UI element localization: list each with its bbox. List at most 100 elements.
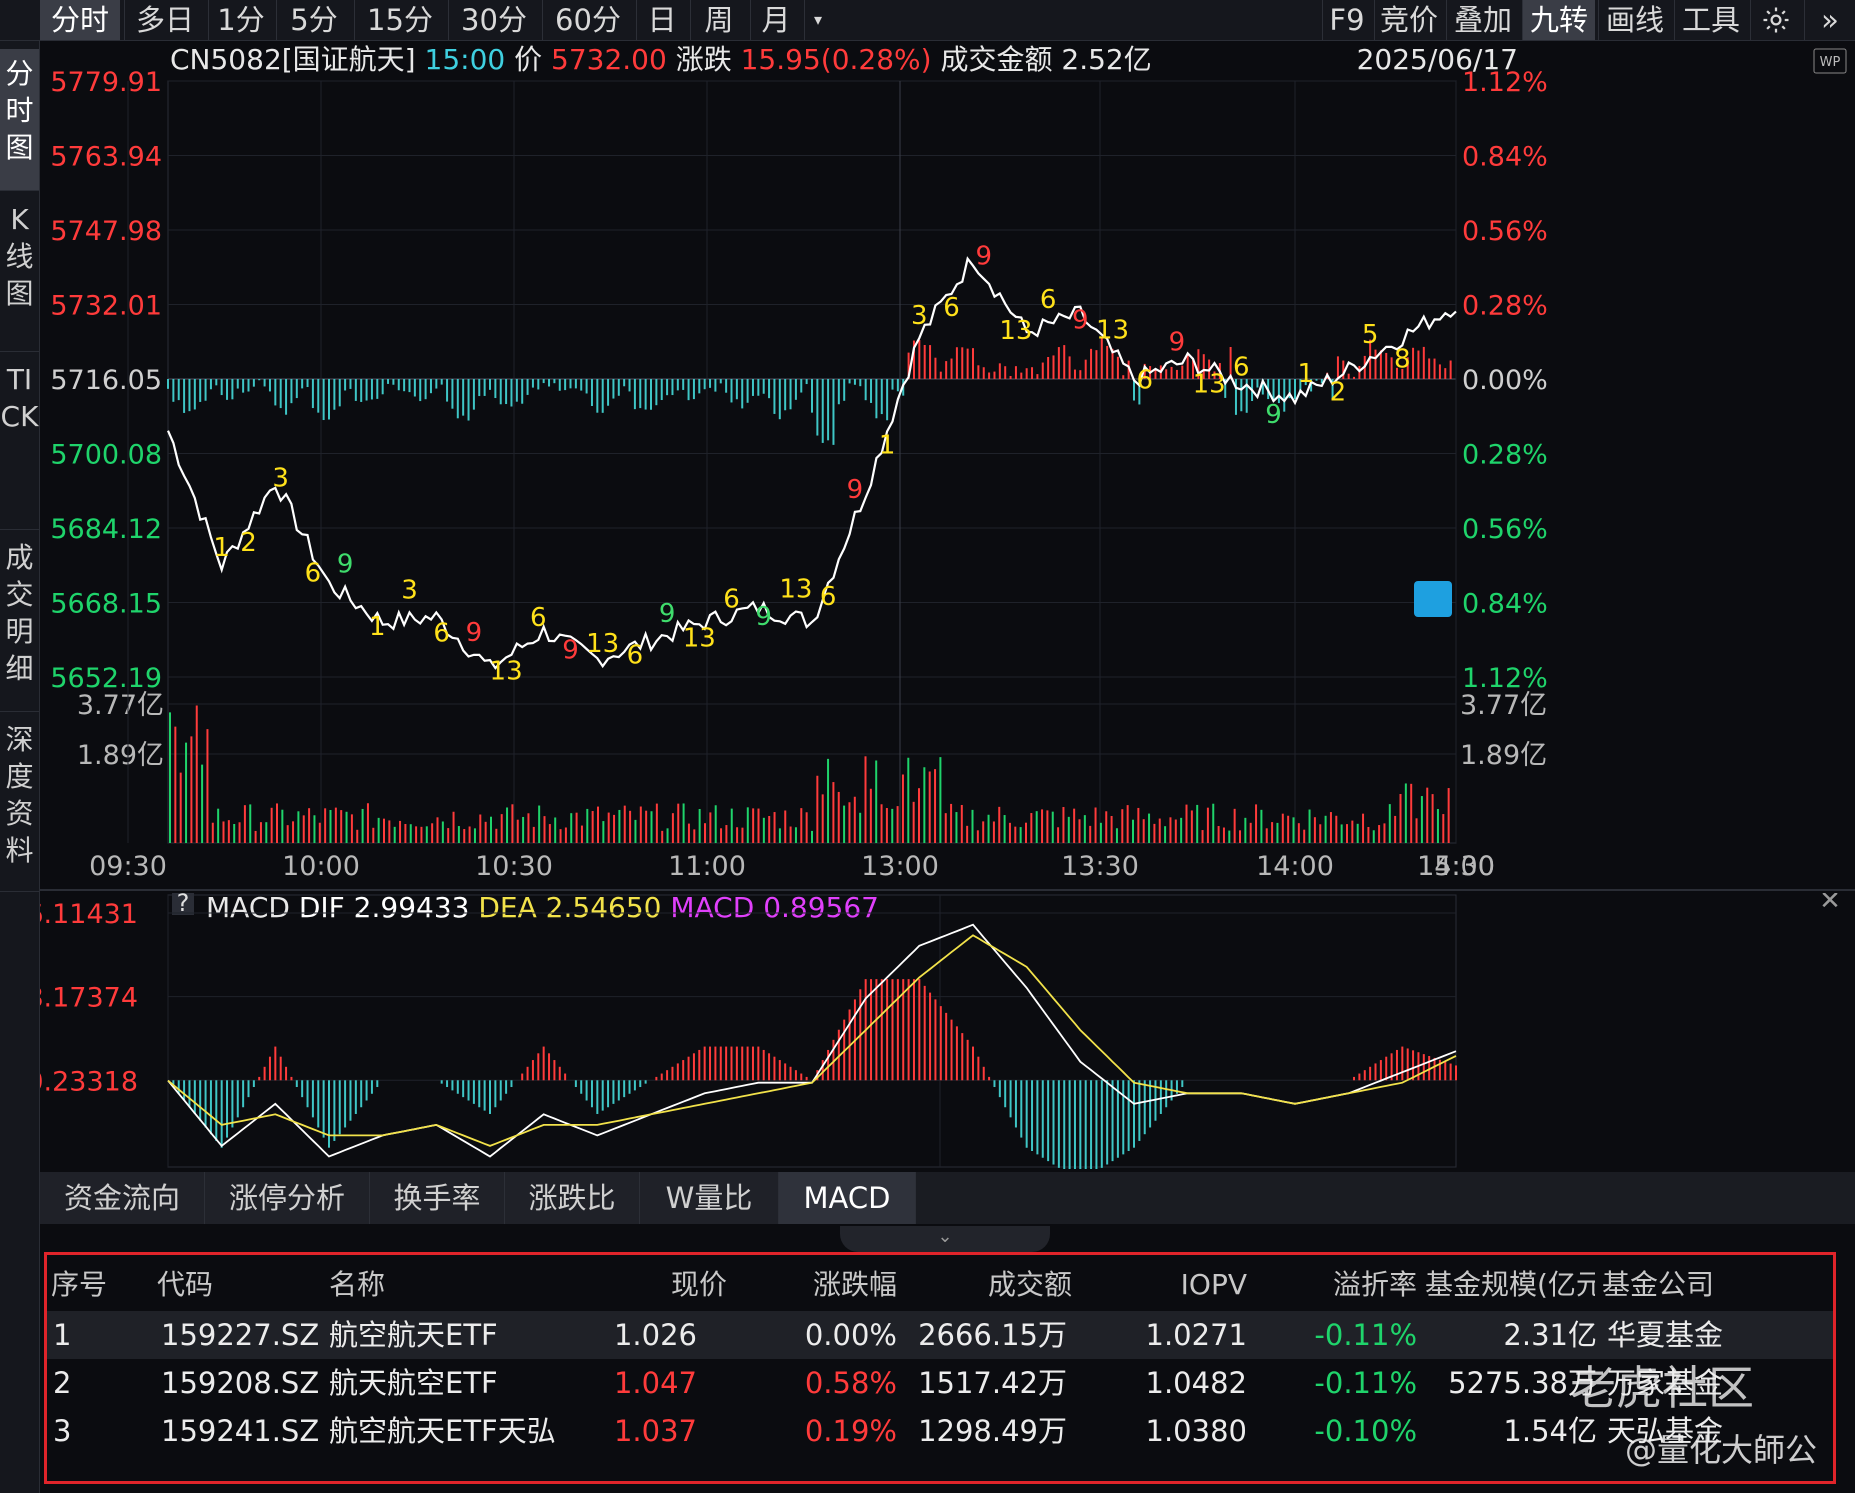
overlay-button[interactable]: 叠加 <box>1446 0 1519 40</box>
period-tab-month[interactable]: 月 <box>750 0 801 40</box>
sidebar-item-kline-chart[interactable]: K线图 <box>0 193 39 352</box>
cell-fund-size: 2.31亿 <box>1503 1318 1597 1352</box>
sidebar-item-depth-info[interactable]: 深度资料 <box>0 713 39 892</box>
col-header-no[interactable]: 序号 <box>51 1268 108 1301</box>
auction-button[interactable]: 竞价 <box>1374 0 1443 40</box>
macd-chart[interactable]: ? MACD DIF 2.99433 DEA 2.54650 MACD 0.895… <box>40 893 1855 1169</box>
draw-line-button[interactable]: 画线 <box>1598 0 1671 40</box>
cell-fund-company: 天弘基金 <box>1607 1414 1724 1448</box>
volume-tick-label: 1.89亿 <box>1460 740 1547 771</box>
price-tick-label: 5779.91 <box>50 67 162 98</box>
quote-header-part-3: 5732.00 <box>551 43 676 76</box>
period-tab-intraday[interactable]: 分时 <box>40 0 120 40</box>
cell-amount: 2666.15万 <box>918 1318 1067 1352</box>
cell-price: 1.037 <box>613 1414 697 1448</box>
macd-tick-label: 8.17374 <box>40 983 138 1014</box>
sidebar-item-trade-details[interactable]: 成交明细 <box>0 531 39 712</box>
col-header-change[interactable]: 涨跌幅 <box>812 1268 897 1301</box>
col-header-code[interactable]: 代码 <box>157 1268 214 1301</box>
table-row[interactable]: 3 159241.SZ 航空航天ETF天弘 1.037 0.19% 1298.4… <box>47 1407 1833 1455</box>
nine-turn-label: 13 <box>586 629 619 659</box>
col-header-iopv[interactable]: IOPV <box>1180 1268 1247 1301</box>
wp-icon-label: WP <box>1820 55 1841 70</box>
pct-tick-label: 0.28% <box>1462 291 1548 322</box>
time-tick-label: 14:30 <box>1417 851 1495 882</box>
cell-price: 1.047 <box>613 1366 697 1400</box>
nine-turn-label: 9 <box>1072 306 1089 336</box>
settings-gear-icon[interactable] <box>1750 0 1801 40</box>
price-tick-label: 5732.01 <box>50 291 162 322</box>
period-tab-1min[interactable]: 1分 <box>208 0 273 40</box>
tab-capital-flow[interactable]: 资金流向 <box>40 1172 205 1224</box>
period-tab-multiday[interactable]: 多日 <box>124 0 205 40</box>
quote-header-part-2: 价 <box>514 43 551 76</box>
plot-frame <box>167 80 1457 844</box>
period-tab-day[interactable]: 日 <box>636 0 687 40</box>
macd-close-icon: ✕ <box>1819 893 1841 916</box>
nine-turn-label: 6 <box>1136 366 1153 396</box>
col-header-name[interactable]: 名称 <box>329 1268 386 1301</box>
time-tick-label: 14:00 <box>1256 851 1334 882</box>
table-row[interactable]: 2 159208.SZ 航天航空ETF 1.047 0.58% 1517.42万… <box>47 1359 1833 1407</box>
f9-button[interactable]: F9 <box>1322 0 1371 40</box>
time-tick-label: 09:30 <box>89 851 167 882</box>
price-tick-label: 5668.15 <box>50 589 162 620</box>
cell-change: 0.00% <box>804 1318 897 1352</box>
chart-divider <box>40 889 1855 891</box>
tab-turnover-rate[interactable]: 换手率 <box>370 1172 505 1224</box>
nine-turn-label: 6 <box>820 582 837 612</box>
cell-amount: 1298.49万 <box>918 1414 1067 1448</box>
period-tab-week[interactable]: 周 <box>690 0 747 40</box>
pct-tick-label: 0.56% <box>1462 216 1548 247</box>
cell-iopv: 1.0380 <box>1145 1414 1247 1448</box>
cell-code: 159241.SZ <box>161 1414 320 1448</box>
macd-legend-part-0: MACD <box>206 893 299 924</box>
period-tab-15min[interactable]: 15分 <box>354 0 445 40</box>
period-tab-5min[interactable]: 5分 <box>276 0 351 40</box>
expand-right-icon[interactable]: » <box>1804 0 1855 40</box>
watermark-author: @量化大師公 <box>1625 1431 1818 1469</box>
nine-turn-label: 6 <box>723 584 740 614</box>
volume-tick-label: 1.89亿 <box>77 740 164 771</box>
period-tab-30min[interactable]: 30分 <box>448 0 539 40</box>
nine-turn-label: 6 <box>627 641 644 671</box>
col-header-price[interactable]: 现价 <box>670 1268 727 1301</box>
col-header-fund-company[interactable]: 基金公司 <box>1602 1268 1715 1301</box>
macd-tick-label: 16.11431 <box>40 899 138 930</box>
price-line <box>166 256 1457 670</box>
tab-w-volume-ratio[interactable]: W量比 <box>640 1172 779 1224</box>
quote-header-part-1: 15:00 <box>416 43 515 76</box>
nine-turn-label: 9 <box>466 618 483 648</box>
wp-icon <box>1813 48 1847 74</box>
col-header-premium[interactable]: 溢折率 <box>1332 1268 1417 1301</box>
nine-turn-label: 1 <box>1297 359 1314 389</box>
cell-premium: -0.10% <box>1314 1414 1417 1448</box>
time-tick-label: 10:30 <box>475 851 553 882</box>
nine-turn-button[interactable]: 九转 <box>1522 0 1595 40</box>
nine-turn-label: 3 <box>911 301 928 331</box>
volume-tick-label: 3.77亿 <box>1460 690 1547 721</box>
price-tick-label: 5652.19 <box>50 663 162 694</box>
tab-advance-decline[interactable]: 涨跌比 <box>505 1172 640 1224</box>
table-row[interactable]: 1 159227.SZ 航空航天ETF 1.026 0.00% 2666.15万… <box>47 1311 1833 1359</box>
collapse-panel-chevron-icon[interactable]: ⌄ <box>840 1226 1050 1252</box>
sidebar-item-intraday-chart[interactable]: 分时图 <box>0 49 39 191</box>
intraday-chart[interactable]: CN5082[国证航天] 15:00 价 5732.00 涨跌 15.95(0.… <box>40 41 1855 889</box>
tools-button[interactable]: 工具 <box>1674 0 1747 40</box>
tab-limit-up-analysis[interactable]: 涨停分析 <box>205 1172 370 1224</box>
tab-macd[interactable]: MACD <box>779 1172 916 1224</box>
more-periods-dropdown-icon[interactable]: ▾ <box>804 0 831 40</box>
pct-tick-label: 1.12% <box>1462 663 1548 694</box>
nine-turn-label: 9 <box>1265 400 1282 430</box>
period-tab-60min[interactable]: 60分 <box>542 0 633 40</box>
cell-no: 2 <box>53 1366 72 1400</box>
time-tick-label: 10:00 <box>282 851 360 882</box>
nine-turn-label: 9 <box>562 635 579 665</box>
sidebar-item-tick[interactable]: TICK <box>0 353 39 530</box>
quote-header-part-7: 2.52亿 <box>1061 43 1151 76</box>
col-header-fund-size[interactable]: 基金规模(亿元) <box>1425 1268 1595 1301</box>
nine-turn-label: 9 <box>755 602 772 632</box>
col-header-amount[interactable]: 成交额 <box>987 1268 1072 1301</box>
quote-header-part-5: 15.95(0.28%) <box>741 43 941 76</box>
macd-dea-line <box>167 934 1457 1147</box>
